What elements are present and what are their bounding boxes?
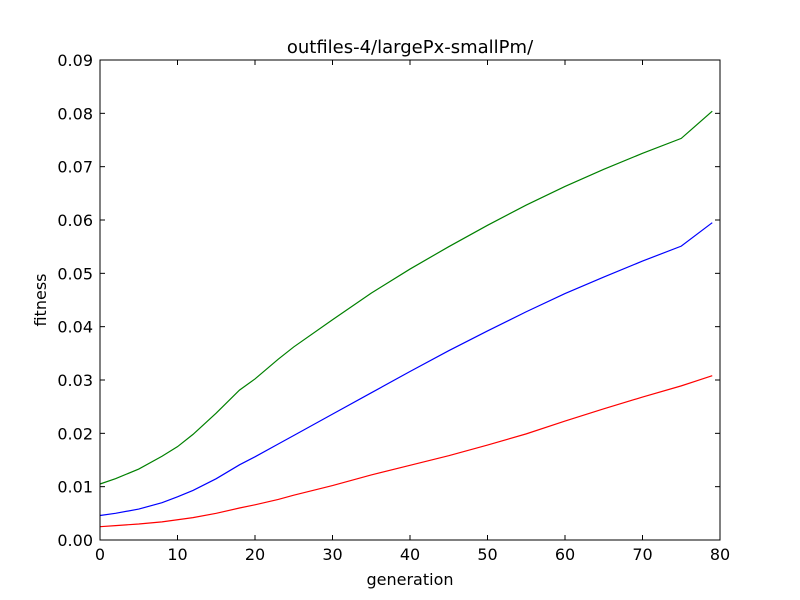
series-line-2 [99, 375, 713, 528]
plot-area: 0 10 20 30 40 50 60 70 80 0.00 0.01 0.02 0.03 0.04 0.0… [57, 51, 730, 564]
x-axis-label: generation [366, 570, 453, 589]
y-tick-label: 0.02 [57, 424, 93, 443]
y-tick-label: 0.06 [57, 211, 93, 230]
x-tick-label: 40 [400, 545, 420, 564]
chart-title: outfiles-4/largePx-smallPm/ [287, 37, 534, 58]
y-tick-label: 0.09 [57, 51, 93, 70]
x-tick-label: 10 [167, 545, 187, 564]
y-tick-label: 0.05 [57, 264, 93, 283]
x-tick-label: 60 [555, 545, 575, 564]
x-tick-label: 70 [632, 545, 652, 564]
x-tick-label: 80 [710, 545, 730, 564]
y-tick-label: 0.03 [57, 371, 93, 390]
y-tick-label: 0.08 [57, 104, 93, 123]
y-tick-label: 0.04 [57, 318, 93, 337]
y-tick-label: 0.01 [57, 478, 93, 497]
x-tick-label: 50 [477, 545, 497, 564]
x-tick-label: 30 [322, 545, 342, 564]
x-tick-label: 20 [245, 545, 265, 564]
x-tick-label: 0 [95, 545, 105, 564]
y-tick-label: 0.00 [57, 531, 93, 550]
y-tick-label: 0.07 [57, 158, 93, 177]
y-axis-label: fitness [31, 273, 50, 326]
series-line-1 [99, 222, 713, 517]
series-line-0 [99, 110, 713, 485]
